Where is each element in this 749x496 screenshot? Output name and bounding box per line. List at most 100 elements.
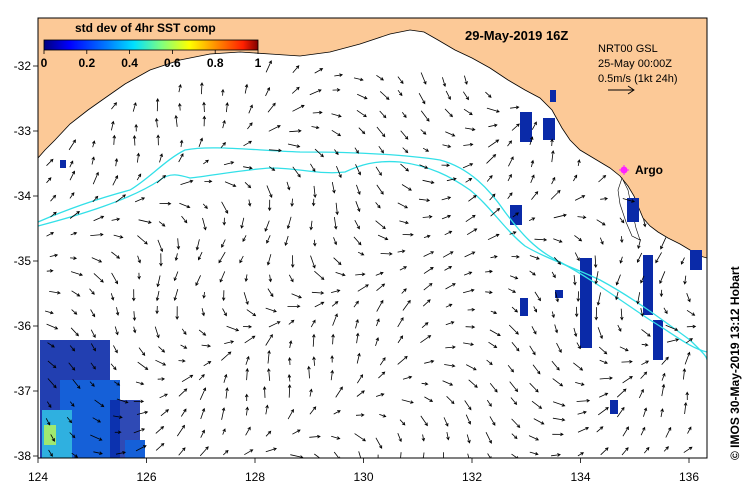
current-arrow	[159, 201, 172, 206]
legend-title: std dev of 4hr SST comp	[75, 21, 216, 35]
current-arrow	[114, 430, 122, 435]
current-arrow	[508, 324, 519, 335]
current-arrow	[178, 102, 182, 111]
current-arrow	[353, 236, 362, 246]
current-arrow	[267, 349, 271, 364]
lat-label-36: -36	[14, 319, 32, 333]
current-arrow	[376, 184, 384, 195]
current-arrow	[683, 401, 688, 415]
current-arrow	[245, 426, 251, 436]
current-arrow	[284, 235, 289, 246]
lat-label-33: -33	[14, 124, 32, 138]
current-arrow	[487, 233, 500, 241]
current-arrow	[445, 90, 451, 101]
axis-ticks	[33, 65, 690, 463]
current-arrow	[155, 98, 160, 112]
current-arrow	[444, 266, 453, 271]
current-arrow	[378, 145, 384, 154]
current-arrow	[314, 453, 323, 458]
current-arrow	[397, 202, 409, 209]
current-arrow	[357, 284, 369, 292]
current-arrow	[90, 329, 96, 339]
current-arrow	[332, 313, 338, 326]
current-arrow	[598, 346, 608, 355]
current-arrow	[267, 199, 272, 212]
current-arrow	[420, 415, 428, 427]
current-arrow	[531, 400, 543, 409]
current-arrow	[659, 271, 666, 284]
current-arrow	[443, 452, 444, 458]
current-arrow	[336, 165, 342, 179]
current-arrow	[552, 378, 564, 387]
current-arrow	[180, 179, 194, 185]
current-arrow	[465, 178, 473, 183]
current-arrow	[599, 392, 609, 398]
current-arrow	[661, 383, 666, 397]
current-arrow	[48, 449, 53, 457]
current-arrow	[485, 269, 493, 274]
current-arrow	[640, 371, 648, 379]
current-arrow	[245, 355, 250, 365]
current-arrow	[354, 220, 360, 230]
current-arrow	[661, 372, 666, 381]
current-arrow	[314, 68, 324, 74]
current-arrow	[223, 373, 228, 383]
current-arrow	[245, 406, 249, 416]
current-arrow	[309, 220, 314, 231]
current-arrow	[115, 307, 120, 316]
current-arrow	[665, 426, 672, 438]
current-arrow	[397, 355, 408, 365]
current-arrow	[155, 442, 165, 451]
current-arrow	[354, 147, 359, 154]
current-arrow	[401, 399, 414, 404]
current-arrow	[462, 91, 469, 101]
current-arrow	[551, 311, 555, 319]
map-title: 29-May-2019 16Z	[465, 28, 568, 43]
current-arrow	[115, 194, 126, 203]
current-arrow	[202, 101, 206, 113]
current-arrow	[357, 251, 365, 256]
current-arrow	[573, 174, 578, 182]
current-arrow	[442, 380, 454, 386]
current-arrow	[552, 401, 566, 407]
current-arrow	[181, 328, 187, 336]
current-arrow	[617, 324, 622, 332]
current-arrow	[682, 368, 687, 380]
current-arrow	[93, 451, 103, 455]
current-arrow	[312, 110, 323, 115]
current-arrow	[551, 176, 556, 185]
current-arrow	[486, 399, 492, 407]
current-arrow	[132, 134, 137, 146]
current-arrow	[116, 398, 129, 404]
current-arrow	[507, 173, 512, 182]
current-arrow	[463, 142, 474, 147]
current-arrow	[199, 387, 207, 400]
current-arrow	[46, 232, 55, 237]
current-arrow	[683, 446, 693, 453]
current-arrow	[574, 306, 579, 318]
current-arrow	[488, 341, 498, 348]
current-arrow	[92, 171, 99, 185]
current-arrow	[69, 345, 76, 352]
current-arrow	[288, 274, 294, 283]
current-arrow	[380, 252, 393, 256]
current-arrow	[489, 193, 496, 201]
legend-tick-4: 0.8	[207, 56, 224, 70]
current-arrow	[114, 326, 119, 336]
current-arrow	[621, 359, 633, 364]
current-arrow	[224, 340, 235, 344]
current-arrow	[332, 88, 341, 92]
current-arrow	[181, 374, 194, 383]
current-arrow	[376, 299, 384, 312]
current-arrow	[489, 383, 498, 393]
current-arrow	[288, 319, 295, 325]
current-arrow	[399, 266, 408, 271]
current-arrow	[464, 251, 476, 258]
current-arrow	[268, 166, 276, 171]
current-arrow	[596, 219, 606, 226]
lon-label-130: 130	[353, 470, 373, 484]
current-arrow	[616, 388, 627, 398]
current-arrow	[641, 329, 651, 337]
current-arrow	[619, 346, 629, 352]
current-arrow	[423, 282, 433, 291]
